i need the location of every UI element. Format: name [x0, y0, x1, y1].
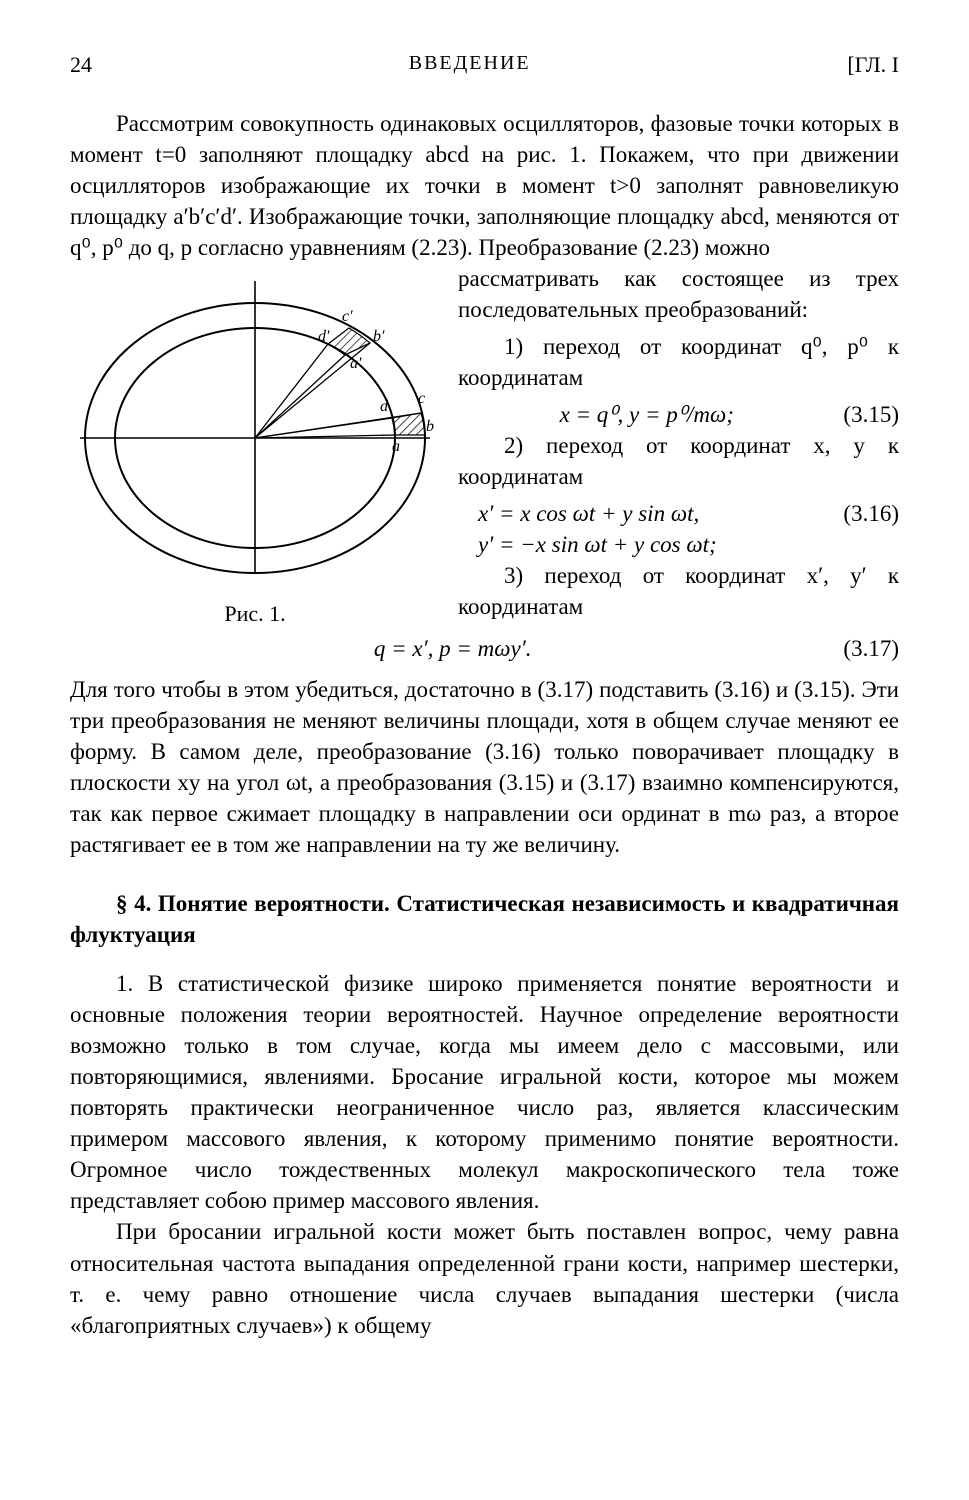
- paragraph-2: Для того чтобы в этом убедиться, достато…: [70, 674, 899, 860]
- paragraph-4: При бросании игральной кости может быть …: [70, 1216, 899, 1340]
- eq-3-16b: y′ = −x sin ωt + y cos ωt;: [478, 532, 717, 557]
- running-title: ВВЕДЕНИЕ: [409, 50, 531, 80]
- label-b: b: [426, 418, 434, 435]
- section-4-title: § 4. Понятие вероятности. Статистическая…: [70, 888, 899, 950]
- figure-caption: Рис. 1.: [70, 599, 440, 629]
- label-cp: c′: [342, 308, 353, 325]
- paragraph-1: Рассмотрим совокупность одинаковых осцил…: [70, 108, 899, 263]
- label-dp: d′: [318, 328, 330, 345]
- equation-3-17: q = x′, p = mωy′. (3.17): [70, 633, 899, 664]
- chapter-ref: [ГЛ. I: [847, 50, 899, 80]
- equation-3-16: x′ = x cos ωt + y sin ωt, y′ = −x sin ωt…: [458, 498, 899, 560]
- figure-block: a b c d a′ b′ c′ d′ Рис. 1.: [70, 263, 440, 629]
- eq-3-16-formula: x′ = x cos ωt + y sin ωt, y′ = −x sin ωt…: [458, 498, 835, 560]
- eq-3-16a: x′ = x cos ωt + y sin ωt,: [478, 501, 699, 526]
- figure-text-wrap: a b c d a′ b′ c′ d′ Рис. 1. рассматриват…: [70, 263, 899, 629]
- page-number: 24: [70, 50, 92, 80]
- label-c: c: [418, 390, 425, 407]
- equation-3-15: x = q⁰, y = p⁰/mω; (3.15): [458, 399, 899, 430]
- figure-svg: a b c d a′ b′ c′ d′: [70, 263, 440, 583]
- label-d: d: [380, 398, 389, 415]
- page-header: 24 ВВЕДЕНИЕ [ГЛ. I: [70, 50, 899, 80]
- eq-3-17-formula: q = x′, p = mωy′.: [70, 633, 835, 664]
- eq-3-16-number: (3.16): [843, 498, 899, 529]
- eq-3-17-number: (3.17): [843, 633, 899, 664]
- label-a: a: [392, 438, 400, 455]
- eq-3-15-formula: x = q⁰, y = p⁰/mω;: [458, 399, 835, 430]
- paragraph-3: 1. В статистической физике широко примен…: [70, 968, 899, 1216]
- eq-3-15-number: (3.15): [843, 399, 899, 430]
- page: 24 ВВЕДЕНИЕ [ГЛ. I Рассмотрим совокупнос…: [0, 0, 969, 1500]
- label-ap: a′: [350, 355, 362, 372]
- label-bp: b′: [373, 328, 385, 345]
